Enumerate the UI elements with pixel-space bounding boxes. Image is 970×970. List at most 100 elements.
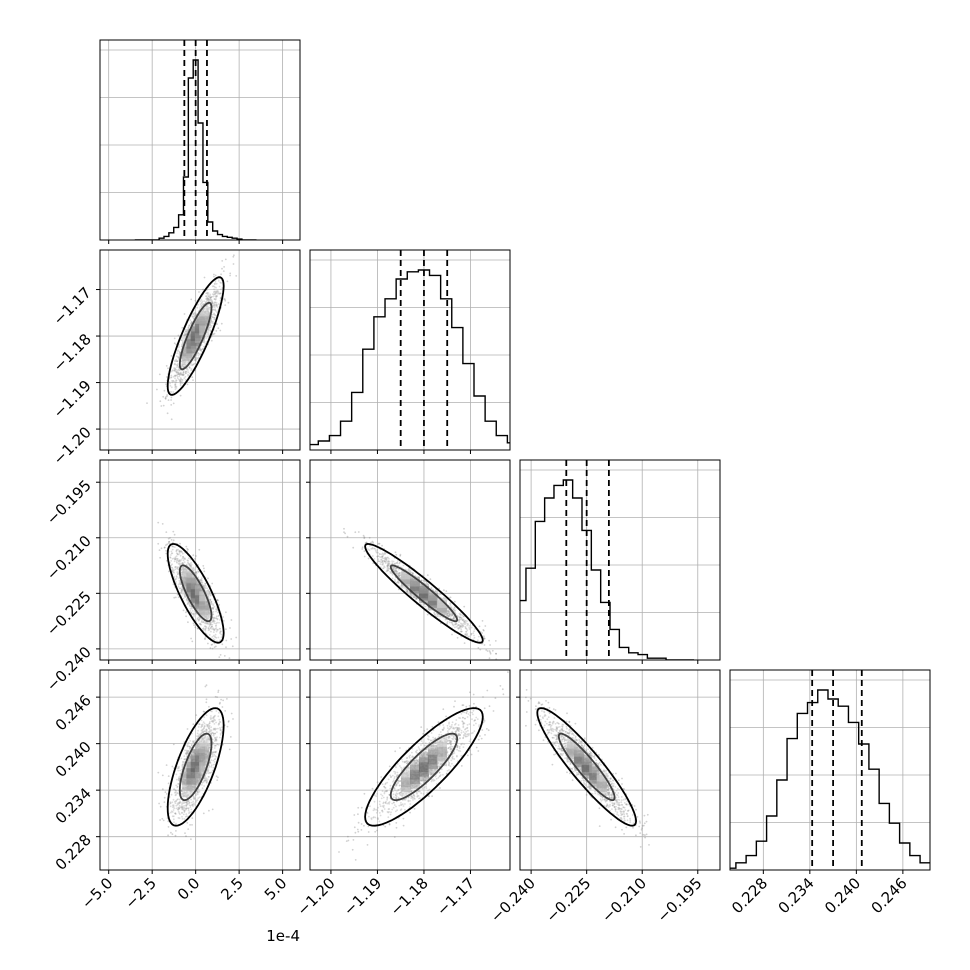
sample-point xyxy=(187,326,190,329)
sample-point xyxy=(175,385,178,388)
sample-point xyxy=(213,312,216,315)
sample-point xyxy=(216,290,219,293)
sample-point xyxy=(189,607,192,610)
sample-point xyxy=(188,366,191,369)
sample-point xyxy=(181,374,184,377)
sample-point xyxy=(191,315,194,318)
sample-point xyxy=(205,295,208,298)
sample-point xyxy=(170,376,173,379)
sample-point xyxy=(178,372,180,375)
sample-point xyxy=(164,397,167,400)
sample-point xyxy=(185,370,188,373)
sample-point xyxy=(451,633,453,636)
sample-point xyxy=(206,298,209,300)
sample-point xyxy=(218,656,221,658)
sample-point xyxy=(182,374,185,377)
sample-point xyxy=(213,593,216,595)
sample-point xyxy=(343,527,345,530)
sample-point xyxy=(176,371,179,374)
sample-point xyxy=(213,290,216,293)
sample-point xyxy=(211,582,214,585)
sample-point xyxy=(165,549,168,552)
sample-point xyxy=(211,302,214,304)
sample-point xyxy=(219,288,222,291)
sample-point xyxy=(209,294,211,297)
sample-point xyxy=(180,339,183,342)
sample-point xyxy=(201,300,204,303)
sample-point xyxy=(225,628,227,630)
sample-point xyxy=(178,375,181,378)
sample-point xyxy=(183,561,186,563)
sample-point xyxy=(215,295,218,298)
sample-point xyxy=(188,325,190,327)
sample-point xyxy=(172,539,175,542)
sample-point xyxy=(221,267,223,270)
sample-point xyxy=(200,299,203,301)
sample-point xyxy=(194,626,197,629)
sample-point xyxy=(193,362,196,365)
sample-point xyxy=(187,548,189,551)
sample-point xyxy=(196,357,199,360)
panel-frame xyxy=(99,39,301,241)
sample-point xyxy=(170,539,173,541)
sample-point xyxy=(175,830,177,832)
sample-point xyxy=(192,379,194,381)
sample-point xyxy=(179,381,182,384)
sample-point xyxy=(209,324,212,327)
sample-point xyxy=(174,384,177,387)
sample-point xyxy=(212,631,215,633)
sample-point xyxy=(214,309,216,311)
sample-point xyxy=(169,382,172,385)
sample-point xyxy=(212,610,215,613)
sample-point xyxy=(227,301,230,304)
sample-point xyxy=(176,360,179,363)
sample-point xyxy=(186,383,189,386)
sample-point xyxy=(165,383,168,386)
sample-point xyxy=(175,549,178,552)
sample-point xyxy=(190,838,192,841)
sample-point xyxy=(209,329,212,332)
y-tick-label-p1: −1.19 xyxy=(50,377,95,422)
sample-point xyxy=(184,331,186,334)
sample-point xyxy=(381,544,383,547)
sample-point xyxy=(177,357,180,360)
sample-point xyxy=(202,288,205,291)
sample-point xyxy=(185,333,187,336)
contour-inner xyxy=(178,301,213,371)
sample-point xyxy=(233,254,235,257)
sample-point xyxy=(212,295,215,298)
sample-point xyxy=(477,647,480,649)
sample-point xyxy=(219,281,222,284)
sample-point xyxy=(180,365,183,367)
sample-point xyxy=(156,388,158,391)
sample-point xyxy=(177,368,180,370)
sample-point xyxy=(176,593,179,596)
sample-point xyxy=(357,531,360,533)
sample-point xyxy=(209,330,212,333)
sample-point xyxy=(223,298,225,300)
sample-point xyxy=(210,319,213,321)
sample-point xyxy=(494,640,497,642)
sample-point xyxy=(211,607,214,609)
panel-frame xyxy=(309,249,511,451)
sample-point xyxy=(222,247,224,249)
sample-point xyxy=(173,337,176,340)
sample-point xyxy=(214,291,217,294)
sample-point xyxy=(215,296,217,298)
sample-point xyxy=(162,395,165,398)
sample-point xyxy=(226,280,229,283)
sample-point xyxy=(225,646,227,649)
sample-point xyxy=(222,620,225,622)
histogram-panel-p2 xyxy=(519,459,721,664)
sample-point xyxy=(206,298,209,301)
sample-point xyxy=(217,689,220,692)
sample-point xyxy=(204,628,207,630)
sample-point xyxy=(207,297,210,300)
sample-point xyxy=(211,299,213,302)
sample-point xyxy=(177,334,180,337)
sample-point xyxy=(176,364,179,367)
sample-point xyxy=(219,292,222,295)
sample-point xyxy=(170,374,173,377)
sample-point xyxy=(206,297,209,299)
sample-point xyxy=(215,291,218,294)
